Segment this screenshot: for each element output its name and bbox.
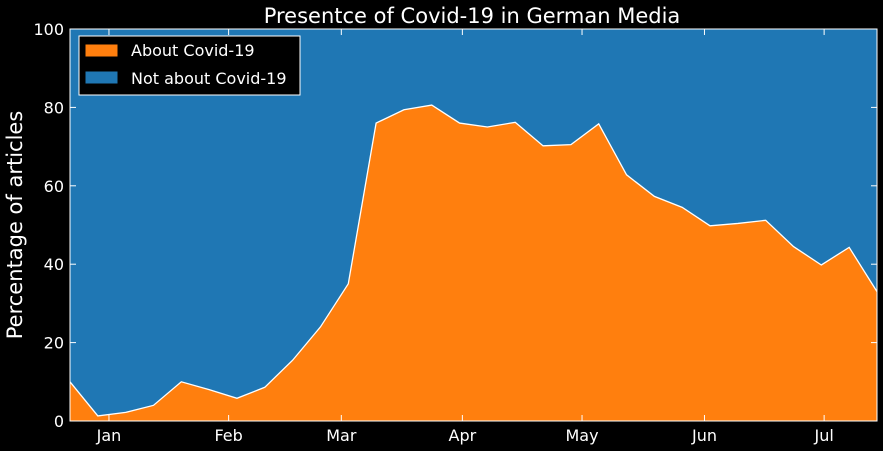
y-tick-label: 40: [44, 255, 64, 274]
x-tick-label: Apr: [449, 426, 477, 445]
series-boundary-line: [69, 104, 878, 417]
area-about-covid: [70, 105, 877, 422]
y-tick-label: 0: [54, 412, 64, 431]
legend-label-about-covid: About Covid-19: [131, 41, 255, 60]
area-not-about-covid: [70, 29, 877, 416]
legend-swatch-about-covid: [84, 43, 119, 58]
y-axis-ticks: 0 20 40 60 80 100: [33, 20, 877, 431]
x-axis-ticks: Jan Feb Mar Apr May Jun Jul: [96, 29, 834, 445]
y-tick-label: 60: [44, 177, 64, 196]
chart-title: Presentce of Covid-19 in German Media: [264, 4, 681, 28]
x-tick-label: Feb: [214, 426, 242, 445]
x-tick-label: Jan: [96, 426, 122, 445]
x-tick-label: Jun: [691, 426, 717, 445]
y-tick-label: 20: [44, 334, 64, 353]
x-tick-label: Mar: [326, 426, 357, 445]
y-tick-label: 80: [44, 98, 64, 117]
legend-swatch-not-about-covid: [84, 70, 119, 85]
plot-area: [69, 29, 878, 422]
legend: About Covid-19 Not about Covid-19: [78, 35, 301, 96]
x-tick-label: Jul: [813, 426, 833, 445]
plot-frame: [69, 28, 878, 422]
x-tick-label: May: [565, 426, 598, 445]
y-axis-label: Percentage of articles: [3, 111, 27, 340]
legend-label-not-about-covid: Not about Covid-19: [131, 69, 287, 88]
y-tick-label: 100: [33, 20, 64, 39]
